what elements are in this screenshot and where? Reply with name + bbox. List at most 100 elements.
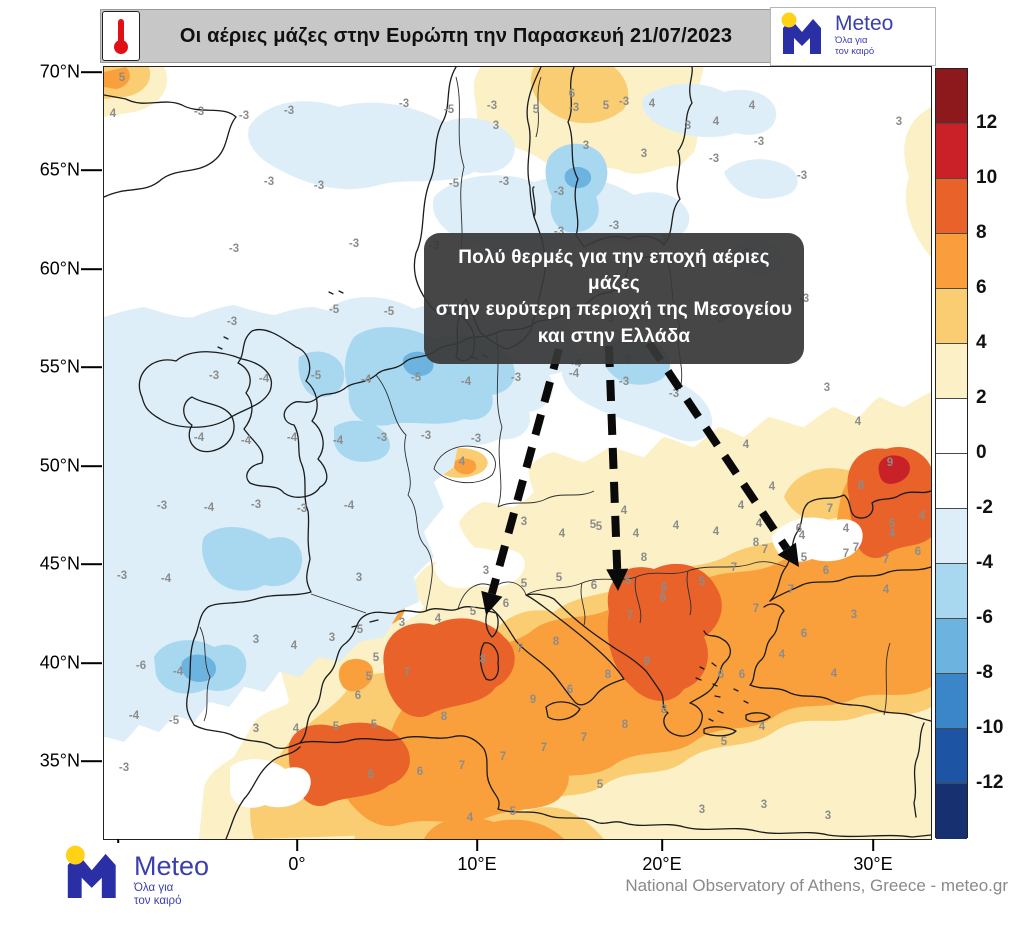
svg-text:5: 5	[373, 652, 380, 664]
svg-text:9: 9	[644, 656, 650, 668]
colorbar-label: -8	[976, 662, 993, 683]
svg-text:7: 7	[731, 562, 737, 574]
lat-tick-label: 45°N	[39, 553, 80, 574]
colorbar-block	[936, 674, 967, 729]
colorbar-block	[936, 784, 967, 839]
lat-tick-mark	[81, 563, 102, 565]
svg-text:-3: -3	[377, 432, 387, 444]
svg-text:5: 5	[510, 806, 517, 818]
annotation-line-2: στην ευρύτερη περιοχή της Μεσογείου	[435, 299, 793, 321]
meteo-logo-top: Meteo Όλα για τον καιρό	[770, 7, 936, 66]
svg-text:5: 5	[470, 606, 477, 618]
meteo-logo-bottom: Meteo Όλα για τον καιρό	[58, 843, 262, 923]
svg-text:3: 3	[253, 723, 259, 735]
svg-text:-5: -5	[449, 178, 460, 190]
svg-text:-3: -3	[799, 293, 809, 305]
annotation-arrows	[481, 340, 799, 615]
colorbar-label: -6	[976, 607, 993, 628]
svg-text:3: 3	[253, 634, 259, 646]
svg-text:-3: -3	[297, 503, 307, 515]
svg-text:-3: -3	[754, 136, 764, 148]
svg-text:6: 6	[801, 628, 807, 640]
svg-text:4: 4	[459, 456, 466, 468]
svg-text:3: 3	[641, 148, 647, 160]
svg-text:-4: -4	[204, 502, 215, 514]
colorbar-label: 6	[976, 277, 987, 298]
lat-tick-mark	[81, 71, 102, 73]
svg-text:-3: -3	[554, 226, 564, 238]
lat-tick-mark	[81, 268, 102, 270]
svg-text:-3: -3	[227, 316, 237, 328]
brand-tagline-line1: Όλα για	[134, 882, 174, 894]
svg-text:8: 8	[605, 669, 612, 681]
svg-text:5: 5	[533, 104, 540, 116]
svg-text:-3: -3	[619, 376, 629, 388]
svg-text:8: 8	[622, 719, 629, 731]
colorbar-label: -12	[976, 772, 1004, 793]
lat-tick-mark	[81, 366, 102, 368]
svg-text:5: 5	[625, 575, 632, 587]
svg-text:5: 5	[521, 578, 528, 590]
svg-text:5: 5	[366, 671, 373, 683]
band-10-12	[878, 455, 910, 484]
svg-text:4: 4	[435, 613, 442, 625]
colorbar-label: 8	[976, 222, 987, 243]
svg-text:4: 4	[293, 723, 300, 735]
colorbar-block	[936, 289, 967, 344]
svg-text:-3: -3	[239, 110, 249, 122]
colorbar-block	[936, 234, 967, 289]
svg-text:4: 4	[883, 584, 890, 596]
svg-text:3: 3	[896, 116, 902, 128]
title-bar: Οι αέριες μάζες στην Ευρώπη την Παρασκευ…	[100, 9, 774, 63]
svg-text:9: 9	[887, 457, 893, 469]
svg-text:3: 3	[685, 120, 691, 132]
svg-text:-4: -4	[361, 374, 372, 386]
svg-text:-3: -3	[511, 372, 521, 384]
svg-text:-4: -4	[571, 358, 582, 370]
annotation-line-1: Πολύ θερμές για την εποχή αέριες μάζες	[458, 247, 770, 295]
svg-text:-3: -3	[349, 238, 359, 250]
svg-text:7: 7	[843, 548, 849, 560]
svg-text:4: 4	[799, 530, 806, 542]
svg-text:3: 3	[699, 804, 705, 816]
svg-text:7: 7	[541, 742, 547, 754]
colorbar-block	[936, 564, 967, 619]
svg-text:3: 3	[329, 632, 335, 644]
temperature-anomaly-colorbar: 12 10 8 6 4 2 0 -2 -4 -6 -8 -10 -12	[935, 68, 1015, 839]
svg-text:8: 8	[480, 654, 487, 666]
svg-text:-3: -3	[421, 430, 431, 442]
svg-text:-4: -4	[461, 376, 472, 388]
svg-text:5: 5	[371, 719, 378, 731]
svg-text:-3: -3	[709, 153, 719, 165]
svg-text:5: 5	[603, 100, 610, 112]
lat-tick-label: 55°N	[39, 356, 80, 377]
svg-text:4: 4	[843, 523, 850, 535]
svg-text:4: 4	[110, 108, 117, 120]
lat-tick-mark	[81, 465, 102, 467]
svg-text:7: 7	[762, 544, 768, 556]
svg-text:7: 7	[853, 542, 859, 554]
colorbar-block	[936, 729, 967, 784]
svg-text:7: 7	[500, 751, 506, 763]
svg-text:6: 6	[591, 580, 597, 592]
brand-tagline-line2: τον καιρό	[134, 895, 182, 908]
svg-text:-3: -3	[157, 500, 167, 512]
svg-text:5: 5	[119, 72, 126, 84]
svg-text:-5: -5	[311, 370, 322, 382]
svg-text:-3: -3	[471, 433, 481, 445]
colorbar-label: -4	[976, 552, 993, 573]
svg-text:-3: -3	[399, 98, 409, 110]
svg-text:-3: -3	[314, 180, 324, 192]
svg-text:-3: -3	[554, 186, 564, 198]
svg-text:6: 6	[915, 546, 921, 558]
svg-text:8: 8	[753, 537, 760, 549]
svg-text:4: 4	[467, 812, 474, 824]
svg-text:9: 9	[530, 694, 536, 706]
colorbar-block	[936, 509, 967, 564]
svg-text:-3: -3	[569, 102, 579, 114]
lat-tick-label: 35°N	[39, 750, 80, 771]
svg-text:-4: -4	[287, 432, 298, 444]
svg-text:-4: -4	[129, 710, 140, 722]
svg-text:6: 6	[503, 598, 509, 610]
